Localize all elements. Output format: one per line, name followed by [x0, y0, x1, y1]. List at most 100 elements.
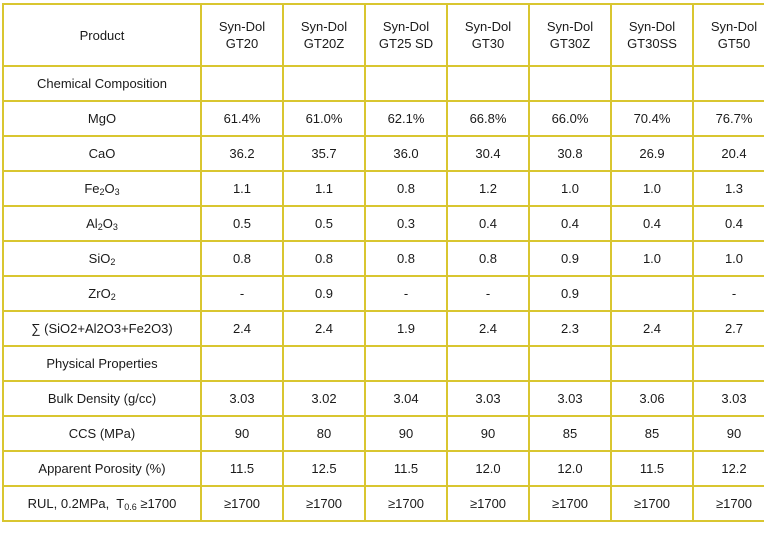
value-cell: 90: [446, 415, 530, 452]
value-cell: -: [692, 275, 764, 312]
value-cell: 35.7: [282, 135, 366, 172]
value-cell: 30.4: [446, 135, 530, 172]
empty-cell: [692, 65, 764, 102]
value-cell: 1.1: [200, 170, 284, 207]
value-cell: 2.4: [200, 310, 284, 347]
value-cell: 3.06: [610, 380, 694, 417]
formula-part: Al: [86, 216, 98, 231]
value-cell: 0.8: [364, 240, 448, 277]
value-cell: 2.4: [446, 310, 530, 347]
value-cell: 36.0: [364, 135, 448, 172]
value-cell: 85: [610, 415, 694, 452]
value-cell: ≥1700: [446, 485, 530, 522]
section-row-chemical: Chemical Composition: [2, 65, 764, 102]
value-cell: 11.5: [200, 450, 284, 487]
value-cell: 3.03: [200, 380, 284, 417]
product-header-cell: Product: [2, 3, 202, 67]
table-row-zro2: ZrO2 - 0.9 - - 0.9 -: [2, 275, 764, 312]
row-label: Apparent Porosity (%): [2, 450, 202, 487]
value-cell: 1.0: [692, 240, 764, 277]
product-name-line1: Syn-Dol: [628, 19, 676, 34]
product-name-line1: Syn-Dol: [300, 19, 348, 34]
value-cell: 3.03: [692, 380, 764, 417]
formula-part: Fe: [84, 181, 100, 196]
value-cell: 0.4: [446, 205, 530, 242]
value-cell: 70.4%: [610, 100, 694, 137]
empty-cell: [282, 65, 366, 102]
empty-cell: [528, 65, 612, 102]
formula-part: O: [102, 216, 113, 231]
product-header-gt25sd: Syn-Dol GT25 SD: [364, 3, 448, 67]
value-cell: 12.5: [282, 450, 366, 487]
table-row-rul: RUL, 0.2MPa, T0.6 ≥1700 ≥1700 ≥1700 ≥170…: [2, 485, 764, 522]
formula-subscript: 2: [110, 292, 116, 302]
formula-subscript: 3: [114, 187, 120, 197]
formula-part: O: [104, 181, 115, 196]
section-row-physical: Physical Properties: [2, 345, 764, 382]
table-row-bulk-density: Bulk Density (g/cc) 3.03 3.02 3.04 3.03 …: [2, 380, 764, 417]
product-name-line2: GT20: [225, 36, 259, 51]
product-header-gt30ss: Syn-Dol GT30SS: [610, 3, 694, 67]
value-cell: 90: [692, 415, 764, 452]
table-row-ccs: CCS (MPa) 90 80 90 90 85 85 90: [2, 415, 764, 452]
formula-subscript: 2: [99, 187, 105, 197]
formula-subscript: 0.6: [124, 502, 137, 512]
value-cell: 2.7: [692, 310, 764, 347]
value-cell: 0.9: [528, 275, 612, 312]
value-cell: ≥1700: [282, 485, 366, 522]
table-row-sum: ∑ (SiO2+Al2O3+Fe2O3) 2.4 2.4 1.9 2.4 2.3…: [2, 310, 764, 347]
value-cell: 0.8: [200, 240, 284, 277]
value-cell: -: [364, 275, 448, 312]
value-cell: ≥1700: [528, 485, 612, 522]
row-label: RUL, 0.2MPa, T0.6 ≥1700: [2, 485, 202, 522]
table-row-fe2o3: Fe2O3 1.1 1.1 0.8 1.2 1.0 1.0 1.3: [2, 170, 764, 207]
table-row-cao: CaO 36.2 35.7 36.0 30.4 30.8 26.9 20.4: [2, 135, 764, 172]
product-header-gt30z: Syn-Dol GT30Z: [528, 3, 612, 67]
product-header-gt50: Syn-Dol GT50: [692, 3, 764, 67]
value-cell: ≥1700: [364, 485, 448, 522]
section-title-physical: Physical Properties: [2, 345, 202, 382]
value-cell: 62.1%: [364, 100, 448, 137]
value-cell: 30.8: [528, 135, 612, 172]
value-cell: 1.0: [610, 170, 694, 207]
value-cell: 0.8: [282, 240, 366, 277]
value-cell: 0.8: [364, 170, 448, 207]
value-cell: 0.5: [200, 205, 284, 242]
value-cell: 1.9: [364, 310, 448, 347]
value-cell: 76.7%: [692, 100, 764, 137]
value-cell: ≥1700: [692, 485, 764, 522]
value-cell: 66.8%: [446, 100, 530, 137]
empty-cell: [446, 65, 530, 102]
value-cell: 66.0%: [528, 100, 612, 137]
value-cell: 90: [200, 415, 284, 452]
value-cell: 2.4: [282, 310, 366, 347]
value-cell: [610, 275, 694, 312]
empty-cell: [200, 65, 284, 102]
empty-cell: [282, 345, 366, 382]
value-cell: 2.4: [610, 310, 694, 347]
row-label: ZrO2: [2, 275, 202, 312]
product-name-line2: GT20Z: [303, 36, 345, 51]
value-cell: -: [446, 275, 530, 312]
formula-subscript: 2: [110, 257, 116, 267]
product-name-line1: Syn-Dol: [464, 19, 512, 34]
row-label: SiO2: [2, 240, 202, 277]
value-cell: 0.3: [364, 205, 448, 242]
product-name-line1: Syn-Dol: [218, 19, 266, 34]
formula-subscript: 3: [112, 222, 118, 232]
formula-part: ZrO: [88, 286, 111, 301]
product-name-line2: GT30SS: [627, 36, 677, 51]
table-row-porosity: Apparent Porosity (%) 11.5 12.5 11.5 12.…: [2, 450, 764, 487]
value-cell: 11.5: [364, 450, 448, 487]
value-cell: 0.5: [282, 205, 366, 242]
row-label: ∑ (SiO2+Al2O3+Fe2O3): [2, 310, 202, 347]
empty-cell: [528, 345, 612, 382]
row-label: CaO: [2, 135, 202, 172]
section-title-chemical: Chemical Composition: [2, 65, 202, 102]
value-cell: ≥1700: [610, 485, 694, 522]
product-header-gt20: Syn-Dol GT20: [200, 3, 284, 67]
value-cell: 85: [528, 415, 612, 452]
value-cell: 0.9: [282, 275, 366, 312]
row-label: CCS (MPa): [2, 415, 202, 452]
value-cell: 1.3: [692, 170, 764, 207]
